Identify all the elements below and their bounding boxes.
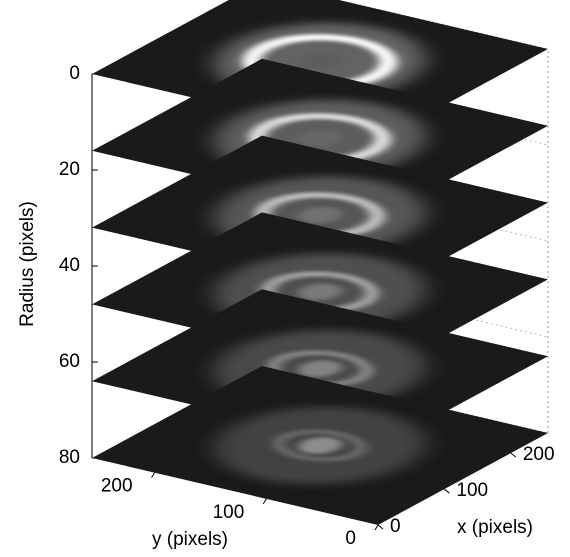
x-tick-label: 0 (390, 516, 401, 537)
x-axis-label: x (pixels) (457, 517, 533, 538)
x-tick-label: 200 (523, 444, 555, 465)
y-tick (374, 524, 379, 531)
x-tick (510, 452, 517, 458)
z-tick-label: 80 (59, 447, 80, 468)
slice-texture (214, 406, 426, 485)
z-tick-label: 20 (59, 159, 80, 180)
slice-core (298, 437, 342, 454)
slice-core (298, 206, 342, 224)
slice-ring (272, 429, 368, 462)
slice-core (298, 129, 342, 147)
x-tick-label: 100 (456, 480, 488, 501)
slice-core (298, 53, 342, 70)
slice (92, 366, 549, 525)
z-tick-label: 60 (59, 351, 80, 372)
z-tick-label: 0 (69, 63, 80, 84)
y-tick-label: 200 (101, 476, 133, 497)
y-tick-label: 100 (213, 502, 245, 523)
slice-core (298, 360, 342, 378)
y-tick (262, 498, 267, 505)
y-tick (151, 472, 155, 478)
x-tick (444, 488, 450, 494)
slices (92, 0, 549, 525)
z-tick-label: 40 (59, 255, 80, 276)
x-tick (377, 524, 384, 530)
y-axis-label: y (pixels) (152, 529, 228, 550)
y-tick-label: 0 (345, 528, 356, 549)
slice-core (298, 283, 342, 301)
z-axis-label: Radius (pixels) (17, 201, 38, 327)
